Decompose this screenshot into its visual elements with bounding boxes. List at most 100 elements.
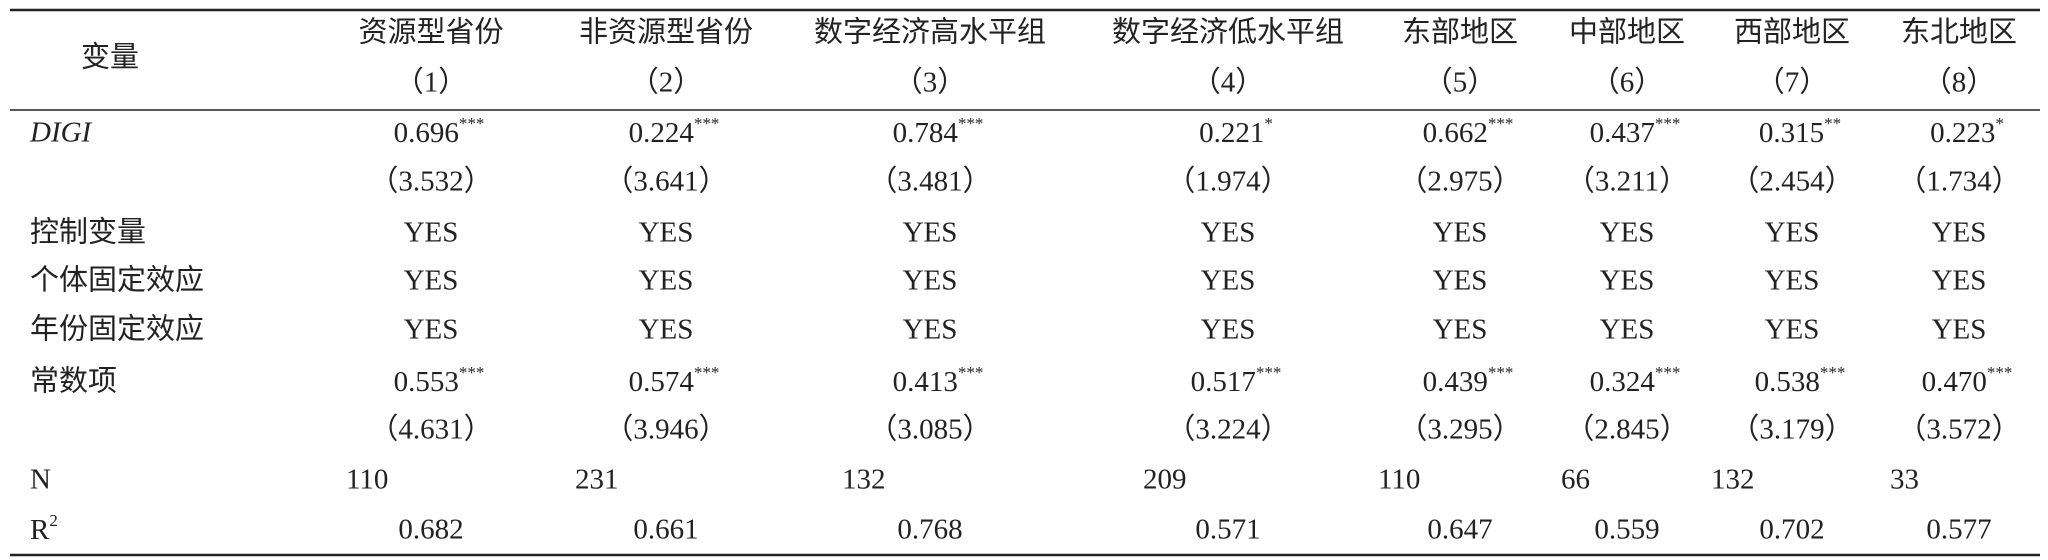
significance-stars: *** <box>958 114 984 133</box>
cell: 0.221* <box>1199 114 1273 149</box>
column-name: 数字经济低水平组 <box>1112 16 1344 49</box>
column-number: （8） <box>1923 67 1996 99</box>
cell-text: 0.696 <box>394 117 459 149</box>
cell: （3.295） <box>1398 414 1521 446</box>
cell: 0.315** <box>1759 114 1841 149</box>
column-name: 资源型省份 <box>358 16 503 49</box>
cell: 0.324*** <box>1590 363 1681 398</box>
cell: YES <box>903 265 958 297</box>
cell: 0.517*** <box>1191 363 1282 398</box>
cell: （3.946） <box>604 414 727 446</box>
cell: 0.662*** <box>1423 114 1514 149</box>
cell-text: 0.517 <box>1191 366 1256 398</box>
cell: 0.437*** <box>1590 114 1681 149</box>
cell: YES <box>1600 217 1655 249</box>
cell-text: 0.784 <box>893 117 959 149</box>
cell-text: 0.221 <box>1199 117 1264 149</box>
cell: YES <box>1201 217 1256 249</box>
column-number: （6） <box>1591 67 1664 99</box>
cell: YES <box>1932 217 1987 249</box>
cell: （3.085） <box>868 414 991 446</box>
column-name: 东部地区 <box>1402 16 1518 49</box>
cell: 110 <box>1378 464 1420 496</box>
row-label: 常数项 <box>30 365 117 398</box>
cell: 0.577 <box>1926 514 1991 546</box>
column-number: （7） <box>1756 67 1829 99</box>
cell: （2.845） <box>1565 414 1688 446</box>
cell: （3.211） <box>1566 166 1688 198</box>
cell: 231 <box>575 464 619 496</box>
cell: （3.641） <box>604 166 727 198</box>
cell: （2.975） <box>1398 166 1521 198</box>
cell: 33 <box>1890 464 1919 496</box>
cell: 0.784*** <box>893 114 984 149</box>
cell: YES <box>1201 265 1256 297</box>
cell-text: 0.574 <box>629 366 695 398</box>
cell: YES <box>1765 314 1820 346</box>
column-number: （5） <box>1424 67 1497 99</box>
column-name: 中部地区 <box>1569 16 1685 49</box>
cell-text: 0.553 <box>394 366 459 398</box>
cell: 110 <box>346 464 388 496</box>
cell: 0.439*** <box>1423 363 1514 398</box>
significance-stars: *** <box>1655 363 1681 382</box>
column-number: （2） <box>630 67 703 99</box>
cell: 132 <box>842 464 886 496</box>
cell: 0.647 <box>1427 514 1492 546</box>
cell: YES <box>1932 265 1987 297</box>
cell-text: 0.324 <box>1590 366 1656 398</box>
cell: 0.470*** <box>1922 363 2013 398</box>
cell-text: 0.662 <box>1423 117 1488 149</box>
column-number: （3） <box>894 67 967 99</box>
cell: YES <box>404 314 459 346</box>
row-label: 个体固定效应 <box>30 264 204 297</box>
significance-stars: ** <box>1824 114 1841 133</box>
column-name: 西部地区 <box>1734 16 1850 49</box>
cell: （2.454） <box>1730 166 1853 198</box>
significance-stars: *** <box>1488 363 1514 382</box>
cell: 0.413*** <box>893 363 984 398</box>
cell: 0.223* <box>1930 114 2004 149</box>
cell-text: 0.223 <box>1930 117 1995 149</box>
cell: YES <box>639 314 694 346</box>
cell-text: 0.437 <box>1590 117 1655 149</box>
cell: 209 <box>1143 464 1187 496</box>
cell: （4.631） <box>369 414 492 446</box>
significance-stars: *** <box>1987 363 2013 382</box>
cell: 0.661 <box>633 514 698 546</box>
significance-stars: *** <box>1820 363 1846 382</box>
significance-stars: *** <box>958 363 984 382</box>
column-name: 数字经济高水平组 <box>814 16 1046 49</box>
significance-stars: *** <box>1655 114 1681 133</box>
cell: （3.179） <box>1730 414 1853 446</box>
cell: 0.702 <box>1759 514 1824 546</box>
cell: 0.696*** <box>394 114 485 149</box>
cell-text: 0.538 <box>1755 366 1820 398</box>
significance-stars: * <box>1995 114 2004 133</box>
cell: YES <box>1433 314 1488 346</box>
significance-stars: *** <box>1488 114 1514 133</box>
column-number: （1） <box>395 67 468 99</box>
cell-text: 0.224 <box>629 117 695 149</box>
cell: 66 <box>1561 464 1590 496</box>
cell: 0.574*** <box>629 363 720 398</box>
significance-stars: *** <box>459 363 485 382</box>
cell: YES <box>1932 314 1987 346</box>
cell: YES <box>404 217 459 249</box>
significance-stars: * <box>1264 114 1273 133</box>
cell: 0.538*** <box>1755 363 1846 398</box>
row-label: 控制变量 <box>30 216 146 249</box>
row-label: 年份固定效应 <box>30 313 204 346</box>
row-label-text: R <box>30 514 50 546</box>
cell: YES <box>639 217 694 249</box>
cell-text: 0.470 <box>1922 366 1987 398</box>
cell: YES <box>903 314 958 346</box>
cell: YES <box>404 265 459 297</box>
cell: YES <box>1433 265 1488 297</box>
column-name: 东北地区 <box>1901 16 2017 49</box>
significance-stars: *** <box>694 114 720 133</box>
superscript: 2 <box>49 511 58 530</box>
cell: YES <box>1600 265 1655 297</box>
